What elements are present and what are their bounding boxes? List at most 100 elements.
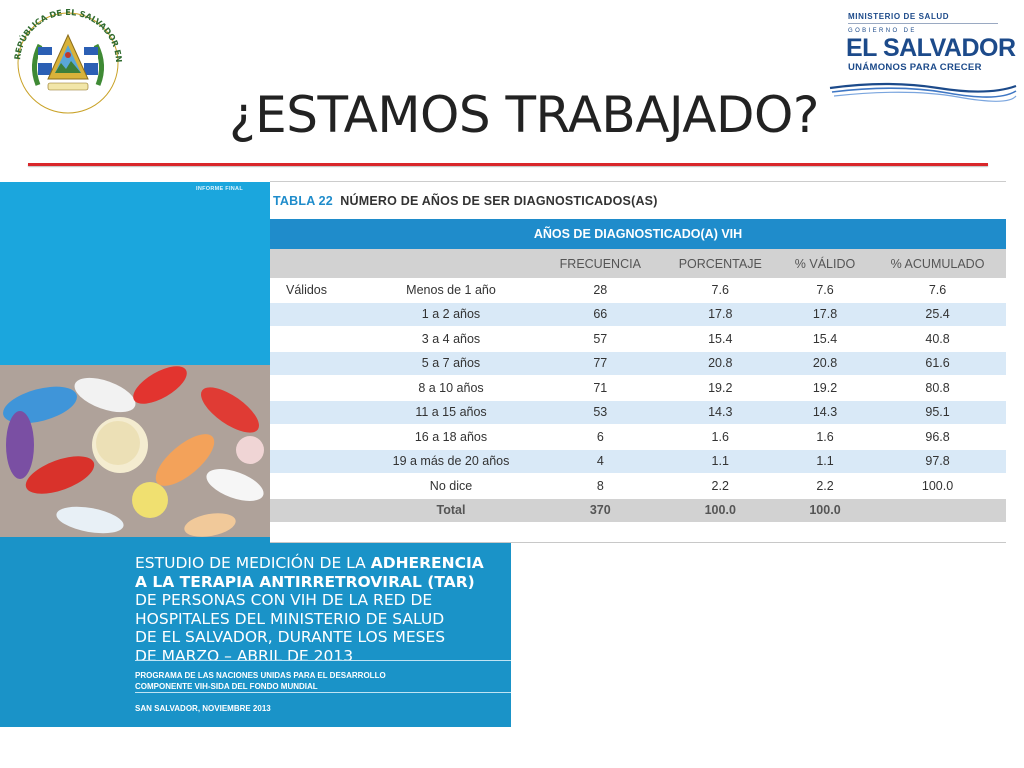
table-cell: 15.4 <box>659 326 781 352</box>
cover-study-line-emph: A LA TERAPIA ANTIRRETROVIRAL (TAR) <box>135 572 475 591</box>
table-cell <box>270 498 361 523</box>
table-group-header-row: AÑOS DE DIAGNOSTICADO(A) VIH <box>270 219 1006 249</box>
gov-slogan-label: UNÁMONOS PARA CRECER <box>848 62 982 73</box>
table-cell: 95.1 <box>869 400 1006 425</box>
table-cell: No dice <box>361 473 541 499</box>
table-column-header-blank <box>361 249 541 278</box>
table-column-header: % VÁLIDO <box>780 249 870 278</box>
table-cell: 71 <box>541 375 660 401</box>
slide-title: ¿ESTAMOS TRABAJADO? <box>229 86 819 144</box>
table-cell: 17.8 <box>780 302 870 327</box>
table-cell: 15.4 <box>780 326 870 352</box>
pills-photo <box>0 365 270 537</box>
table-cell: 1.1 <box>780 449 870 474</box>
table-cell: 7.6 <box>869 278 1006 303</box>
el-salvador-coat-of-arms-icon: REPÚBLICA DE EL SALVADOR EN LA AMÉRICA C… <box>8 5 124 114</box>
table-total-row: Total 370 100.0 100.0 <box>270 498 1006 523</box>
table-column-header-row: FRECUENCIA PORCENTAJE % VÁLIDO % ACUMULA… <box>270 249 1006 278</box>
table-column-header: % ACUMULADO <box>869 249 1006 278</box>
table-row: 19 a más de 20 años 4 1.1 1.1 97.8 <box>270 449 1006 474</box>
table-cell: 20.8 <box>659 351 781 376</box>
table-cell: 1 a 2 años <box>361 302 541 327</box>
table-cell: 28 <box>541 278 660 303</box>
cover-program: PROGRAMA DE LAS NACIONES UNIDAS PARA EL … <box>135 670 505 692</box>
table-cell <box>270 326 361 352</box>
table-cell: 100.0 <box>869 473 1006 499</box>
table-cell: 19.2 <box>659 375 781 401</box>
table-column-header: PORCENTAJE <box>659 249 781 278</box>
table-cell: 14.3 <box>659 400 781 425</box>
gov-country-label: EL SALVADOR <box>846 34 1016 62</box>
table-cell: 5 a 7 años <box>361 351 541 376</box>
table-cell: 16 a 18 años <box>361 424 541 450</box>
table-row: 11 a 15 años 53 14.3 14.3 95.1 <box>270 400 1006 425</box>
table-caption: TABLA 22 NÚMERO DE AÑOS DE SER DIAGNOSTI… <box>273 194 658 208</box>
table-cell: 7.6 <box>780 278 870 303</box>
table-total-cell: 100.0 <box>780 498 870 523</box>
table-cell: 66 <box>541 302 660 327</box>
table-cell <box>270 473 361 499</box>
table-column-header-blank <box>270 249 361 278</box>
table-caption-text: NÚMERO DE AÑOS DE SER DIAGNOSTICADOS(AS) <box>340 194 658 208</box>
table-cell: 97.8 <box>869 449 1006 474</box>
table-row: 16 a 18 años 6 1.6 1.6 96.8 <box>270 424 1006 450</box>
title-divider <box>28 163 988 166</box>
table-cell: 1.6 <box>780 424 870 450</box>
table-cell: 19.2 <box>780 375 870 401</box>
table-total-cell: 370 <box>541 498 660 523</box>
cover-study-line: HOSPITALES DEL MINISTERIO DE SALUD <box>135 609 445 628</box>
cover-divider <box>135 660 511 661</box>
table-caption-number: TABLA 22 <box>273 194 333 208</box>
cover-study-line: ESTUDIO DE MEDICIÓN DE LA ADHERENCIA <box>135 554 505 573</box>
table-cell: 3 a 4 años <box>361 326 541 352</box>
table-panel-border <box>270 181 1006 182</box>
table-cell: 80.8 <box>869 375 1006 401</box>
waves-icon <box>829 82 1017 102</box>
cover-study-line-text: ESTUDIO DE MEDICIÓN DE LA <box>135 554 371 572</box>
table-row: 1 a 2 años 66 17.8 17.8 25.4 <box>270 302 1006 327</box>
cover-study-line: DE MARZO – ABRIL DE 2013 <box>135 646 354 665</box>
table-cell: 1.1 <box>659 449 781 474</box>
table-cell: 2.2 <box>659 473 781 499</box>
table-total-cell <box>869 498 1006 523</box>
table-cell: 2.2 <box>780 473 870 499</box>
table-group-header: AÑOS DE DIAGNOSTICADO(A) VIH <box>270 219 1006 249</box>
table-cell: 61.6 <box>869 351 1006 376</box>
table-cell: 8 <box>541 473 660 499</box>
cover-title-band <box>0 537 511 727</box>
table-cell <box>270 400 361 425</box>
cover-study-line: A LA TERAPIA ANTIRRETROVIRAL (TAR) <box>135 573 505 592</box>
table-panel: TABLA 22 NÚMERO DE AÑOS DE SER DIAGNOSTI… <box>270 181 1006 543</box>
table-cell: 4 <box>541 449 660 474</box>
cover-informe-label: INFORME FINAL <box>196 186 243 192</box>
table-cell: 96.8 <box>869 424 1006 450</box>
table-cell: 8 a 10 años <box>361 375 541 401</box>
gov-ministry-label: MINISTERIO DE SALUD <box>848 12 950 21</box>
table-cell: 6 <box>541 424 660 450</box>
table-cell: 17.8 <box>659 302 781 327</box>
table-cell <box>270 424 361 450</box>
table-cell: Menos de 1 año <box>361 278 541 303</box>
table-cell-valid-label: Válidos <box>270 278 361 303</box>
gov-logo-divider <box>848 23 998 24</box>
table-cell: 19 a más de 20 años <box>361 449 541 474</box>
table-cell: 7.6 <box>659 278 781 303</box>
table-cell: 40.8 <box>869 326 1006 352</box>
table-row: Válidos Menos de 1 año 28 7.6 7.6 7.6 <box>270 278 1006 303</box>
table-column-header: FRECUENCIA <box>541 249 660 278</box>
table-cell: 57 <box>541 326 660 352</box>
cover-date: SAN SALVADOR, NOVIEMBRE 2013 <box>135 704 271 713</box>
cover-divider <box>135 692 511 693</box>
table-cell: 25.4 <box>869 302 1006 327</box>
cover-program-line: PROGRAMA DE LAS NACIONES UNIDAS PARA EL … <box>135 671 386 680</box>
cover-study-title: ESTUDIO DE MEDICIÓN DE LA ADHERENCIA A L… <box>135 554 505 665</box>
table-cell <box>270 449 361 474</box>
cover-study-line: DE EL SALVADOR, DURANTE LOS MESES <box>135 628 446 646</box>
cover-top-panel <box>0 182 270 365</box>
table-cell: 11 a 15 años <box>361 400 541 425</box>
table-cell: 14.3 <box>780 400 870 425</box>
table-row: No dice 8 2.2 2.2 100.0 <box>270 473 1006 499</box>
table-cell <box>270 351 361 376</box>
gov-gobierno-label: GOBIERNO DE <box>848 28 917 34</box>
cover-study-line: DE PERSONAS CON VIH DE LA RED DE <box>135 591 433 609</box>
